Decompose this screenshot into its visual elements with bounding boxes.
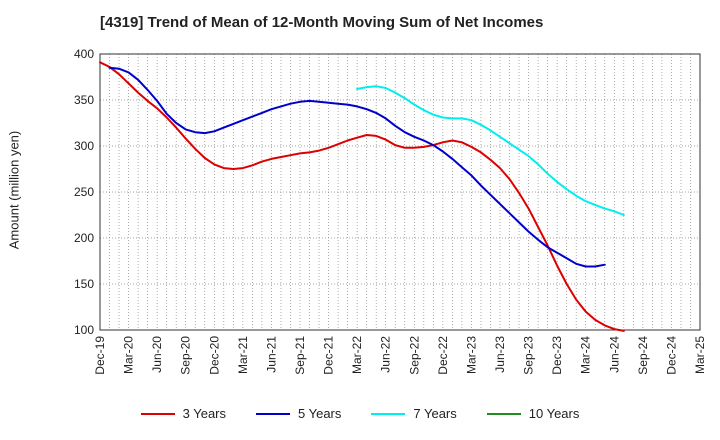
x-tick-label: Jun-23	[493, 336, 507, 373]
x-tick-label: Mar-20	[122, 336, 136, 374]
legend-label: 5 Years	[298, 406, 342, 421]
x-tick-label: Dec-24	[664, 336, 678, 375]
x-tick-label: Sep-24	[636, 336, 650, 375]
legend-swatch	[256, 412, 290, 415]
x-tick-label: Mar-24	[579, 336, 593, 374]
x-tick-label: Mar-22	[350, 336, 364, 374]
x-tick-label: Mar-23	[464, 336, 478, 374]
y-tick-label: 250	[74, 185, 94, 199]
series-line-5-years	[108, 66, 606, 268]
legend-label: 10 Years	[528, 406, 580, 421]
series-line-7-years	[356, 85, 625, 216]
x-tick-label: Dec-21	[322, 336, 336, 375]
y-tick-label: 300	[74, 139, 94, 153]
x-tick-label: Dec-19	[93, 336, 107, 375]
x-tick-label: Jun-22	[379, 336, 393, 373]
legend-swatch	[371, 412, 406, 415]
legend-swatch	[486, 412, 521, 415]
x-tick-label: Sep-20	[179, 336, 193, 375]
x-tick-label: Dec-20	[207, 336, 221, 375]
x-tick-label: Mar-21	[236, 336, 250, 374]
legend-swatch	[140, 412, 175, 415]
x-tick-label: Sep-22	[407, 336, 421, 375]
legend-item: 10 Years	[486, 406, 580, 421]
x-tick-label: Dec-22	[436, 336, 450, 375]
chart-title: [4319] Trend of Mean of 12-Month Moving …	[100, 14, 544, 31]
legend-item: 3 Years	[140, 406, 226, 421]
legend-label: 3 Years	[182, 406, 226, 421]
x-tick-label: Jun-21	[264, 336, 278, 373]
legend-item: 7 Years	[371, 406, 457, 421]
legend-item: 5 Years	[256, 406, 341, 421]
y-tick-label: 100	[74, 323, 94, 337]
legend-label: 7 Years	[413, 406, 457, 421]
y-tick-label: 150	[74, 277, 94, 291]
plot-frame	[99, 53, 701, 331]
x-tick-label: Jun-24	[607, 336, 621, 373]
y-tick-label: 350	[74, 93, 94, 107]
x-tick-label: Dec-23	[550, 336, 564, 375]
x-tick-label: Mar-25	[693, 336, 707, 374]
x-tick-label: Sep-23	[522, 336, 536, 375]
series-line-3-years	[99, 61, 625, 332]
x-tick-label: Jun-20	[150, 336, 164, 373]
y-tick-label: 400	[74, 47, 94, 61]
x-tick-label: Sep-21	[293, 336, 307, 375]
legend: 3 Years 5 Years 7 Years 10 Years	[0, 406, 720, 421]
y-tick-label: 200	[74, 231, 94, 245]
